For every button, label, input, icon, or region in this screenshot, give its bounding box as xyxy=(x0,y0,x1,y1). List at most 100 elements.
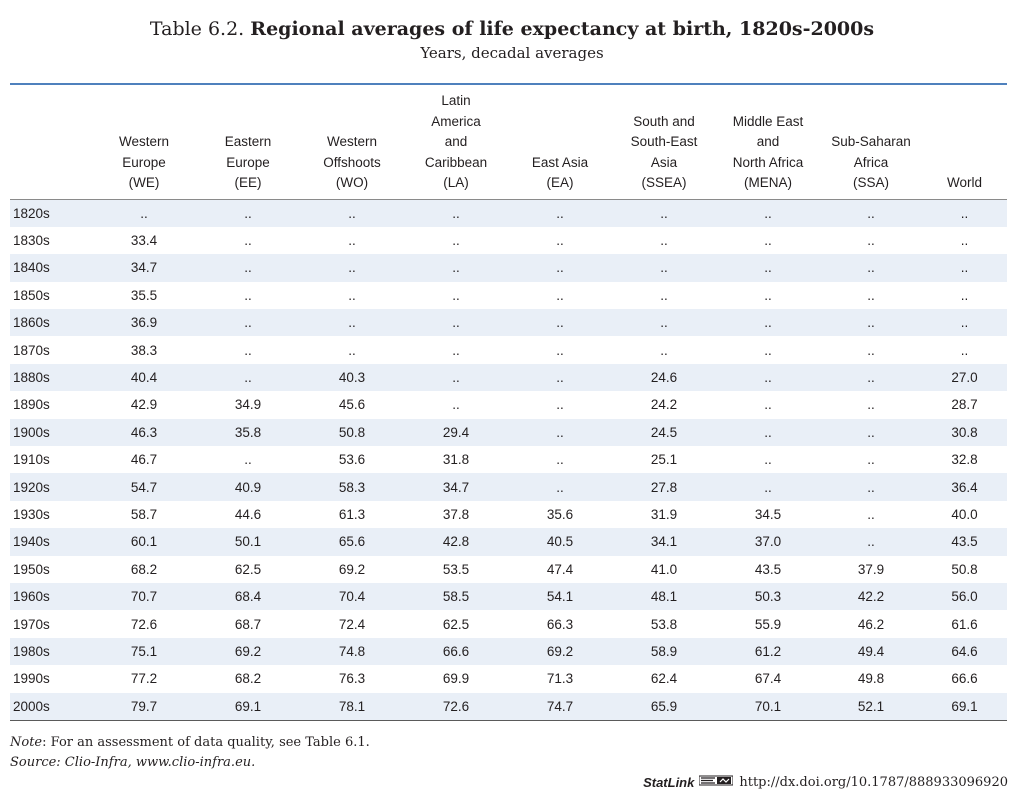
value-cell: .. xyxy=(820,363,922,392)
header-line: (MENA) xyxy=(744,175,792,190)
value-cell: .. xyxy=(556,342,564,358)
value-cell: 37.0 xyxy=(716,528,820,556)
value-cell: 69.2 xyxy=(338,561,366,577)
header-cell-row-label xyxy=(10,84,92,200)
value-cell: 66.6 xyxy=(951,671,978,687)
value-cell: 74.7 xyxy=(508,692,612,721)
value-cell: .. xyxy=(960,233,969,249)
value-cell: 53.5 xyxy=(442,561,470,577)
value-cell: 27.0 xyxy=(922,363,1007,392)
value-cell: .. xyxy=(452,287,460,303)
value-cell: .. xyxy=(244,233,252,249)
value-cell: .. xyxy=(820,473,922,501)
table-row: 1880s 40.4.. 40.3.... 24.6.... 27.0 xyxy=(10,363,1007,392)
value-cell: .. xyxy=(244,342,252,358)
source-line: Source: Clio-Infra, www.clio-infra.eu. xyxy=(10,753,370,773)
value-cell: 50.3 xyxy=(716,582,820,611)
value-cell: 58.9 xyxy=(612,637,716,666)
statlink[interactable]: StatLink http://dx.doi.org/10.1787/88893… xyxy=(643,773,1008,793)
row-label-cell: 1930s xyxy=(13,506,50,522)
header-line: (LA) xyxy=(443,175,469,190)
row-label-cell: 1980s xyxy=(10,637,92,666)
value-cell: .. xyxy=(820,309,922,337)
table-row: 1960s 70.7 68.4 70.4 58.5 54.1 48.1 50.3 42.2 56.… xyxy=(10,582,1007,611)
value-cell: .. xyxy=(960,342,969,358)
value-cell: .. xyxy=(244,452,252,468)
value-cell: .. xyxy=(244,287,252,303)
table-title-text: Regional averages of life expectancy at … xyxy=(250,18,875,40)
header-line: America xyxy=(431,113,481,129)
value-cell: .. xyxy=(764,233,772,249)
value-cell: 58.5 xyxy=(404,582,508,611)
value-cell: 54.7 xyxy=(92,473,196,501)
note-line: Note: For an assessment of data quality,… xyxy=(10,733,370,753)
statlink-logo-icon xyxy=(698,773,734,793)
row-label-cell: 1830s xyxy=(13,233,50,249)
table-row: 1900s 46.3 35.8 50.8 29.4.. 24.5.... 30.8 xyxy=(10,418,1007,447)
row-label-cell: 1850s xyxy=(13,287,50,303)
value-cell: 34.1 xyxy=(612,528,716,556)
value-cell: .. xyxy=(452,342,460,358)
statlink-url[interactable]: http://dx.doi.org/10.1787/888933096920 xyxy=(739,775,1008,790)
value-cell: .. xyxy=(348,342,356,358)
value-cell: .. xyxy=(348,287,356,303)
value-cell: 53.8 xyxy=(650,616,678,632)
value-cell: 62.5 xyxy=(442,616,470,632)
value-cell: 46.3 xyxy=(92,418,196,447)
header-line: Sub-Saharan xyxy=(831,134,911,149)
value-cell: 62.5 xyxy=(234,561,262,577)
value-cell: 72.6 xyxy=(130,616,158,632)
value-cell: 55.9 xyxy=(754,616,782,632)
header-line: Western xyxy=(326,134,378,149)
value-cell: 69.2 xyxy=(508,637,612,666)
value-cell: .. xyxy=(404,199,508,227)
value-cell: 40.9 xyxy=(196,473,300,501)
value-cell: .. xyxy=(300,199,404,227)
value-cell: .. xyxy=(612,309,716,337)
value-cell: .. xyxy=(764,452,772,468)
value-cell: .. xyxy=(922,254,1007,282)
value-cell: .. xyxy=(348,233,356,249)
value-cell: 68.4 xyxy=(196,582,300,611)
table-row: 1910s 46.7.. 53.6 31.8.. 25.1.... 32.8 xyxy=(10,446,1007,473)
value-cell: 36.4 xyxy=(922,473,1007,501)
value-cell: 27.8 xyxy=(612,473,716,501)
header-cell-ee: Eastern Europe (EE) xyxy=(196,84,300,200)
value-cell: 41.0 xyxy=(650,561,678,577)
value-cell: .. xyxy=(556,233,564,249)
header-line: and xyxy=(444,134,468,149)
value-cell: 49.4 xyxy=(820,637,922,666)
header-line: Western xyxy=(118,134,170,149)
table-body: 1820s.................. 1830s 33.4........… xyxy=(10,199,1007,721)
value-cell: .. xyxy=(508,418,612,447)
value-cell: .. xyxy=(867,233,875,249)
value-cell: 75.1 xyxy=(92,637,196,666)
value-cell: 34.5 xyxy=(754,506,782,522)
value-cell: .. xyxy=(556,452,564,468)
header-line: (WE) xyxy=(128,175,160,190)
table-title: Table 6.2. Regional averages of life exp… xyxy=(0,16,1024,42)
value-cell: 70.1 xyxy=(716,692,820,721)
value-cell: 65.6 xyxy=(300,528,404,556)
header-line: Europe xyxy=(226,154,270,170)
value-cell: 68.2 xyxy=(130,561,158,577)
value-cell: 69.1 xyxy=(196,692,300,721)
table-row: 1930s 58.7 44.6 61.3 37.8 35.6 31.9 34.5.. 40.0 xyxy=(10,501,1007,528)
table-subtitle: Years, decadal averages xyxy=(420,44,604,62)
row-label-cell: 1880s xyxy=(10,363,92,392)
source-text: : Clio-Infra, www.clio-infra.eu. xyxy=(56,755,256,770)
value-cell: 43.5 xyxy=(922,528,1007,556)
header-line: (WO) xyxy=(335,175,369,190)
title-block: Table 6.2. Regional averages of life exp… xyxy=(0,16,1024,63)
row-label-cell: 1870s xyxy=(13,342,50,358)
value-cell: .. xyxy=(764,342,772,358)
value-cell: 58.7 xyxy=(130,506,158,522)
header-line: South and xyxy=(633,113,695,129)
value-cell: 46.7 xyxy=(130,452,158,468)
row-label-cell: 1940s xyxy=(10,528,92,556)
value-cell: 66.6 xyxy=(404,637,508,666)
row-label-cell: 1950s xyxy=(13,561,50,577)
value-cell: 50.1 xyxy=(196,528,300,556)
value-cell: .. xyxy=(508,473,612,501)
value-cell: 66.3 xyxy=(546,616,574,632)
